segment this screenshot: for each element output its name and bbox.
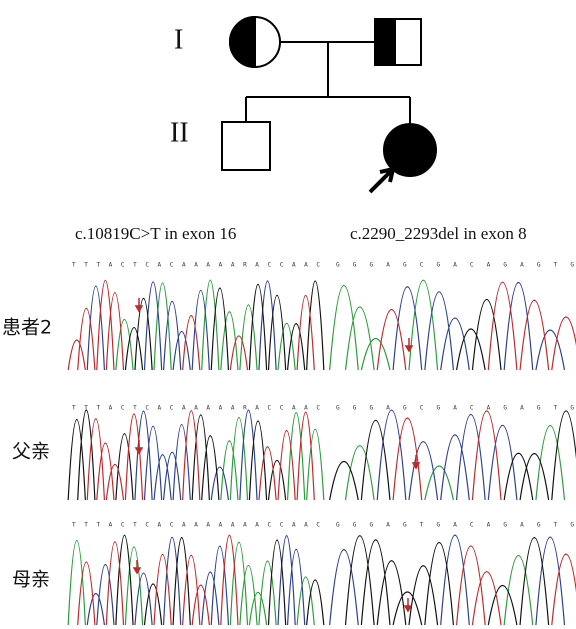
base-sequence: TTTACTCACAAAAAAACCAAC xyxy=(72,522,320,529)
panel-title: c.10819C>T in exon 16 xyxy=(75,224,236,243)
trace xyxy=(504,556,533,625)
trace xyxy=(330,280,438,370)
row-label: 父亲 xyxy=(12,441,50,463)
trace xyxy=(135,410,257,500)
figure: I II c.10819C>T in exon 16 c.2290_2293de… xyxy=(0,0,576,629)
generation-label: I xyxy=(174,24,183,55)
trace xyxy=(330,411,576,500)
base-sequence: GGGAGCGACAGAGTG xyxy=(336,405,574,412)
trace xyxy=(87,411,314,500)
panel-title: c.2290_2293del in exon 8 xyxy=(350,224,527,243)
generation-label: II xyxy=(170,117,189,148)
trace xyxy=(393,282,564,370)
trace xyxy=(87,281,276,370)
trace xyxy=(346,536,549,625)
base-sequence: TTTACTCACAAAAARACCAAC xyxy=(72,405,320,412)
trace xyxy=(68,280,314,370)
row-label: 母亲 xyxy=(12,569,50,591)
trace xyxy=(377,282,576,370)
trace xyxy=(68,410,285,500)
chromatograms: TTTACTCACAAAAARACCAAC TTTACTCACAAAAARACCA… xyxy=(68,262,576,626)
trace xyxy=(68,540,314,625)
base-sequence: TTTACTCACAAAAARACCAAC xyxy=(72,262,320,269)
row-label: 患者2 xyxy=(2,317,52,339)
trace xyxy=(221,413,324,500)
trace xyxy=(116,280,295,370)
base-sequence: GGGAGCGACAGAGTG xyxy=(336,262,574,269)
pedigree xyxy=(222,17,436,192)
base-sequence: GGGAGTGACAGAGTG xyxy=(336,522,574,529)
